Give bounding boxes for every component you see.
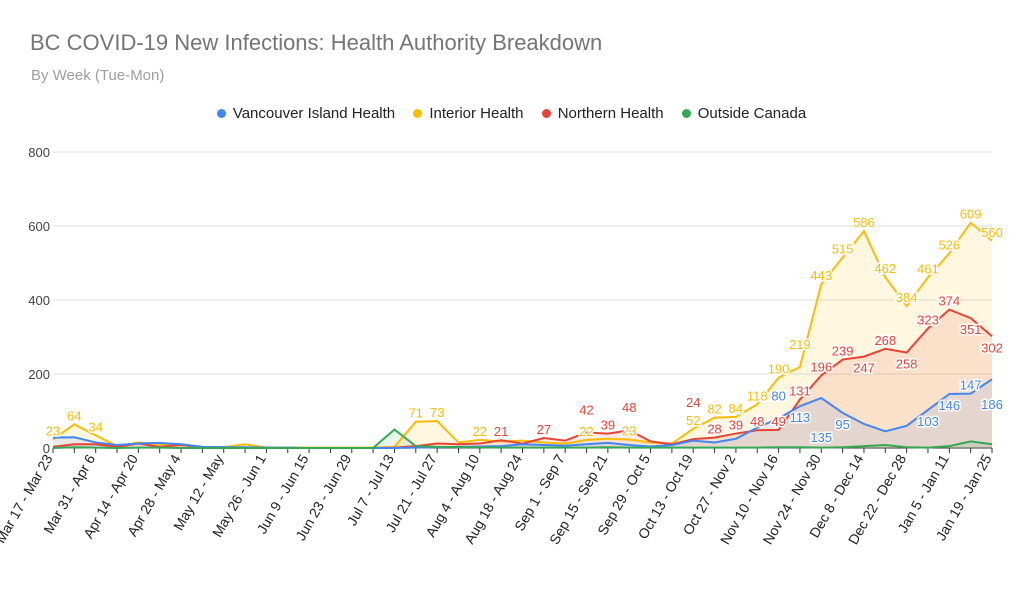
y-tick-label: 400 [28,293,50,308]
data-label: 48 [622,400,636,415]
data-label: 71 [409,406,423,421]
data-label: 443 [810,268,832,283]
data-label: 186 [981,397,1003,412]
data-label: 113 [790,410,811,425]
legend-label: Interior Health [429,105,524,122]
data-label: 27 [537,422,551,437]
legend-item-interior[interactable]: Interior Health [413,105,524,122]
legend-swatch [681,109,691,118]
data-label: 323 [917,312,939,327]
data-label: 147 [960,378,982,393]
y-tick-label: 800 [28,145,50,160]
data-label: 22 [579,424,593,439]
legend-label: Northern Health [557,105,664,122]
legend-label: Outside Canada [697,105,807,122]
data-label: 39 [729,418,743,433]
legend-swatch [541,109,551,118]
legend-item-vancouver-island[interactable]: Vancouver Island Health [216,105,396,122]
data-label: 515 [832,241,854,256]
data-label: 23 [46,423,60,438]
data-label: 526 [938,237,960,252]
data-label: 384 [896,290,918,305]
legend-label: Vancouver Island Health [232,105,396,122]
data-label: 190 [768,362,790,377]
y-tick-label: 600 [28,219,50,234]
data-label: 24 [686,395,700,410]
y-tick-label: 200 [28,367,50,382]
data-label: 461 [917,261,939,276]
legend-item-northern[interactable]: Northern Health [541,105,664,122]
data-label: 28 [707,422,721,437]
data-label: 49 [771,414,785,429]
data-label: 34 [88,419,102,434]
data-label: 302 [981,340,1003,355]
data-label: 48 [750,414,764,429]
chart-subtitle: By Week (Tue-Mon) [31,67,165,84]
data-label: 95 [835,417,849,432]
data-label: 258 [896,357,918,372]
data-label: 135 [810,430,832,445]
data-label: 118 [747,388,768,403]
data-label: 586 [853,215,875,230]
data-label: 247 [853,361,875,376]
data-label: 239 [832,344,854,359]
series-area [53,309,992,448]
y-tick-label: 0 [43,441,50,456]
data-label: 42 [579,402,593,417]
data-label: 39 [601,418,615,433]
data-label: 82 [707,402,721,417]
data-label: 219 [789,337,811,352]
data-label: 64 [67,408,81,423]
data-label: 103 [917,414,939,429]
data-label: 73 [430,405,444,420]
data-label: 22 [473,424,487,439]
data-label: 268 [874,333,896,348]
data-label: 131 [789,384,811,399]
data-label: 23 [622,423,636,438]
data-label: 462 [874,261,896,276]
chart-title: BC COVID-19 New Infections: Health Autho… [30,30,603,55]
data-label: 21 [494,424,508,439]
data-label: 80 [771,388,785,403]
data-label: 84 [729,401,743,416]
legend-item-outside-canada[interactable]: Outside Canada [681,105,807,122]
data-label: 351 [960,322,982,337]
legend: Vancouver Island Health Interior Health … [0,105,1023,122]
legend-swatch [413,109,423,118]
data-label: 196 [810,359,832,374]
data-label: 146 [938,398,960,413]
data-label: 374 [938,294,960,309]
data-label: 52 [686,413,700,428]
data-label: 560 [981,225,1003,240]
series-area [53,222,992,448]
legend-swatch [216,109,226,118]
data-label: 609 [960,207,982,222]
